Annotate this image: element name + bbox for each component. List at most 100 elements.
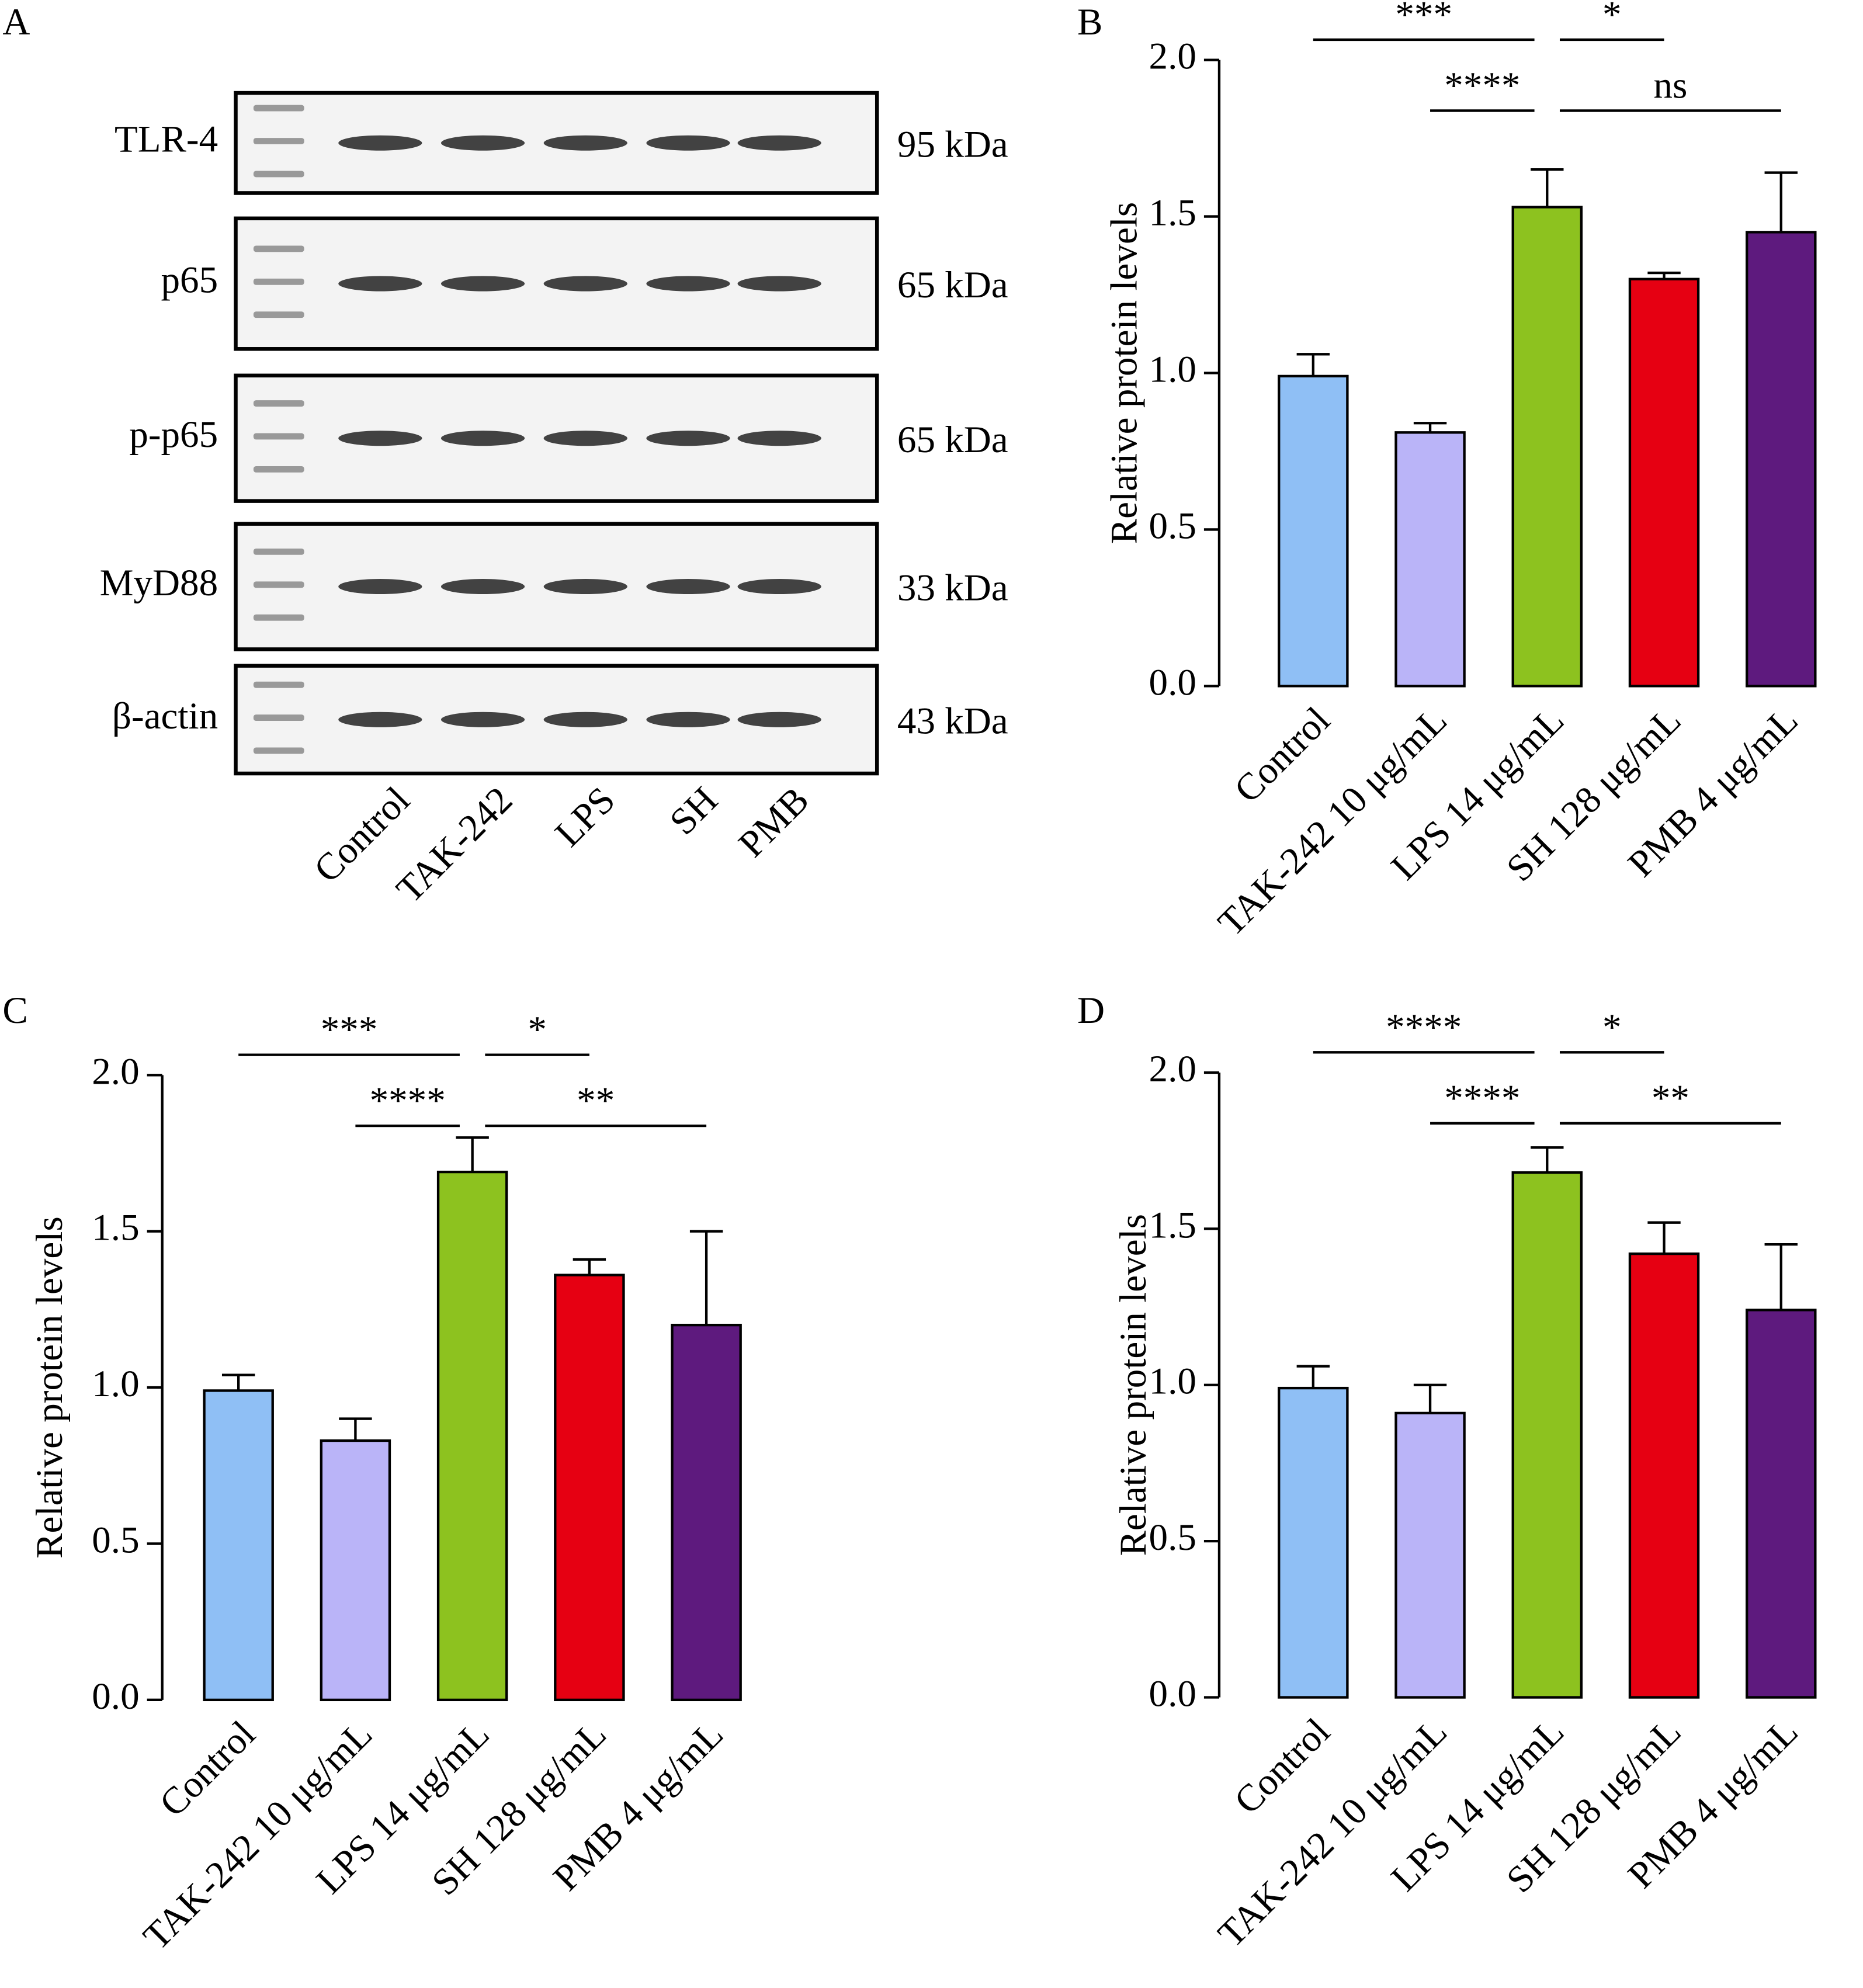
marker-band — [253, 614, 304, 621]
bar-chart: C Relative protein levels 0.0 0.5 1.0 1.5 2.0 C… — [2, 990, 742, 1958]
bar — [1394, 1411, 1466, 1699]
y-tick-label: 2.0 — [92, 1050, 139, 1092]
blot-band — [338, 135, 422, 151]
bar — [1278, 374, 1349, 688]
blot-band — [737, 431, 821, 446]
significance-label: * — [528, 1009, 547, 1051]
kda-label: 65 kDa — [897, 419, 1008, 461]
significance-label: * — [1602, 0, 1622, 36]
marker-band — [253, 747, 304, 754]
marker-band — [253, 311, 304, 318]
bar — [671, 1323, 742, 1702]
bar — [203, 1389, 274, 1702]
blot-band — [646, 579, 730, 595]
blot-band — [338, 579, 422, 595]
row-label: β-actin — [112, 695, 218, 737]
kda-label: 43 kDa — [897, 700, 1008, 742]
blot-band — [543, 579, 627, 595]
significance-label: **** — [1444, 1077, 1520, 1119]
significance-label: **** — [1386, 1006, 1462, 1048]
bar — [1278, 1386, 1349, 1699]
marker-band — [253, 400, 304, 407]
significance-label: * — [1602, 1006, 1622, 1048]
kda-label: 33 kDa — [897, 567, 1008, 609]
y-axis-label: Relative protein levels — [1104, 202, 1146, 544]
marker-band — [253, 278, 304, 285]
bar-chart: B Relative protein levels 0.0 0.5 1.0 1.5 2.0 C… — [1077, 0, 1817, 945]
blot-band — [646, 135, 730, 151]
x-tick-label: Control — [1226, 1711, 1338, 1823]
bar — [1746, 231, 1817, 688]
panel-label: A — [2, 1, 30, 43]
bar — [320, 1439, 391, 1702]
marker-band — [253, 581, 304, 588]
blot-band — [543, 135, 627, 151]
lane-label: SH — [662, 779, 726, 843]
bar-chart: D Relative protein levels 0.0 0.5 1.0 1.5 2.0 C… — [1077, 990, 1817, 1956]
marker-band — [253, 548, 304, 555]
bar — [436, 1170, 508, 1702]
panel-label: D — [1077, 990, 1105, 1032]
blot-band — [737, 579, 821, 595]
row-label: p-p65 — [129, 414, 218, 456]
significance-label: *** — [1395, 0, 1452, 36]
blot-band — [440, 579, 525, 595]
x-tick-label: TAK-242 10 μg/mL — [1210, 699, 1455, 945]
x-tick-label: Control — [1226, 699, 1338, 811]
kda-label: 65 kDa — [897, 264, 1008, 306]
row-label: MyD88 — [100, 562, 218, 604]
bar — [1746, 1309, 1817, 1699]
panel-label: C — [2, 990, 27, 1032]
blot-band — [646, 712, 730, 727]
blot-band — [338, 712, 422, 727]
x-tick-label: Control — [152, 1713, 264, 1825]
blot-band — [737, 276, 821, 292]
marker-band — [253, 245, 304, 252]
blot-band — [543, 431, 627, 446]
row-label: p65 — [161, 259, 218, 301]
blot-band — [543, 276, 627, 292]
y-tick-label: 0.0 — [1149, 661, 1196, 703]
bar — [1511, 1171, 1583, 1699]
marker-band — [253, 171, 304, 178]
blot-band — [543, 712, 627, 727]
bar — [1628, 1252, 1700, 1699]
significance-label: **** — [1444, 64, 1520, 106]
y-tick-label: 1.5 — [92, 1207, 139, 1249]
marker-band — [253, 105, 304, 112]
blot-band — [440, 712, 525, 727]
blot-band — [737, 135, 821, 151]
y-tick-label: 1.5 — [1149, 192, 1196, 234]
marker-band — [253, 466, 304, 473]
lane-label: PMB — [731, 779, 817, 865]
bar — [1628, 277, 1700, 688]
blot-band — [646, 276, 730, 292]
marker-band — [253, 138, 304, 144]
y-tick-label: 0.5 — [1149, 1517, 1196, 1559]
marker-band — [253, 681, 304, 688]
significance-label: **** — [370, 1080, 446, 1122]
blot-band — [440, 276, 525, 292]
bar — [554, 1274, 625, 1702]
blot-band — [646, 431, 730, 446]
significance-label: ** — [1652, 1077, 1689, 1119]
blot-band — [440, 431, 525, 446]
significance-label: ** — [577, 1080, 615, 1122]
y-tick-label: 0.0 — [1149, 1673, 1196, 1715]
bar — [1511, 206, 1583, 688]
row-label: TLR-4 — [115, 119, 218, 161]
blot-band — [440, 135, 525, 151]
y-axis-label: Relative protein levels — [1112, 1214, 1154, 1556]
y-tick-label: 0.0 — [92, 1675, 139, 1718]
blot-band — [338, 431, 422, 446]
y-tick-label: 1.0 — [92, 1363, 139, 1405]
y-tick-label: 2.0 — [1149, 1048, 1196, 1090]
significance-label: ns — [1653, 64, 1687, 106]
y-tick-label: 1.5 — [1149, 1204, 1196, 1246]
blot-band — [737, 712, 821, 727]
x-tick-label: TAK-242 10 μg/mL — [136, 1713, 381, 1958]
y-tick-label: 1.0 — [1149, 348, 1196, 390]
lane-label: LPS — [547, 779, 623, 855]
y-tick-label: 0.5 — [92, 1519, 139, 1561]
x-tick-label: TAK-242 10 μg/mL — [1210, 1711, 1455, 1956]
